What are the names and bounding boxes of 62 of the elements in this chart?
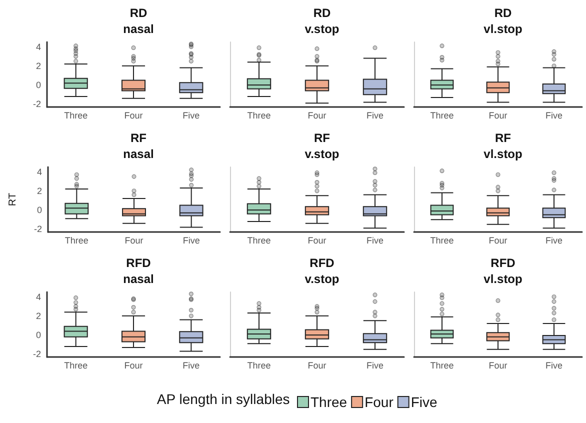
x-tick-label: Five	[366, 360, 384, 370]
x-tick-label: Three	[247, 110, 271, 120]
chart-subtitle: v.stop	[304, 147, 340, 161]
x-tick-label: Three	[64, 236, 88, 246]
x-tick-label: Four	[124, 236, 144, 246]
y-tick-label: 0	[36, 80, 41, 90]
y-tick-label: -2	[34, 224, 42, 234]
chart-title: RF	[495, 131, 511, 145]
y-tick-label: 4	[36, 166, 42, 177]
x-tick-label: Four	[308, 110, 326, 120]
x-tick-label: Five	[366, 236, 384, 246]
x-tick-label: Three	[64, 110, 88, 120]
x-tick-label: Four	[124, 360, 143, 370]
x-tick-label: Five	[182, 360, 200, 370]
chart-subtitle: vl.stop	[484, 147, 522, 161]
x-tick-label: Four	[308, 236, 326, 246]
chart-title: RD	[130, 6, 148, 20]
chart-subtitle: vl.stop	[484, 22, 522, 36]
y-tick-label: -2	[32, 99, 41, 110]
x-tick-label: Three	[64, 360, 88, 370]
chart-subtitle: nasal	[123, 272, 154, 286]
y-tick-label: -2	[32, 349, 41, 360]
chart-subtitle: v.stop	[304, 22, 340, 36]
y-tick-label: 2	[36, 186, 42, 196]
x-tick-label: Five	[182, 236, 200, 246]
legend-label: Four	[364, 394, 394, 410]
chart-title: RD	[313, 6, 331, 20]
x-tick-label: Five	[366, 110, 384, 120]
x-tick-label: Four	[124, 110, 143, 120]
chart-subtitle: nasal	[123, 22, 154, 36]
chart-subtitle: v.stop	[304, 272, 340, 286]
chart-title: RFD	[490, 256, 516, 270]
x-tick-label: Five	[545, 360, 563, 370]
chart-title: RF	[314, 131, 330, 145]
x-tick-label: Five	[182, 110, 200, 120]
x-tick-label: Four	[488, 360, 508, 370]
legend-label: Five	[410, 394, 438, 410]
x-tick-label: Three	[247, 236, 271, 246]
chart-title: RD	[494, 6, 512, 20]
y-axis-title: RT	[8, 192, 18, 206]
y-tick-label: 4	[36, 292, 41, 302]
chart-title: RFD	[126, 256, 152, 270]
chart-title: RFD	[310, 256, 335, 270]
x-tick-label: Three	[430, 360, 454, 370]
legend-title: AP length in syllables	[156, 391, 290, 407]
y-tick-label: 0	[36, 330, 41, 340]
chart-subtitle: vl.stop	[484, 272, 522, 286]
y-tick-label: 0	[36, 205, 42, 216]
y-tick-label: 4	[36, 42, 41, 52]
x-tick-label: Five	[545, 110, 563, 120]
chart-title: RF	[130, 131, 146, 145]
chart-subtitle: nasal	[123, 147, 154, 161]
x-tick-label: Five	[545, 236, 563, 246]
x-tick-label: Four	[308, 360, 326, 370]
x-tick-label: Three	[430, 236, 454, 246]
y-tick-label: 2	[36, 310, 41, 321]
y-tick-label: 2	[36, 60, 41, 71]
legend-label: Three	[310, 394, 348, 410]
x-tick-label: Four	[488, 236, 508, 246]
x-tick-label: Three	[430, 110, 454, 120]
x-tick-label: Four	[488, 110, 508, 120]
x-tick-label: Three	[247, 360, 271, 370]
